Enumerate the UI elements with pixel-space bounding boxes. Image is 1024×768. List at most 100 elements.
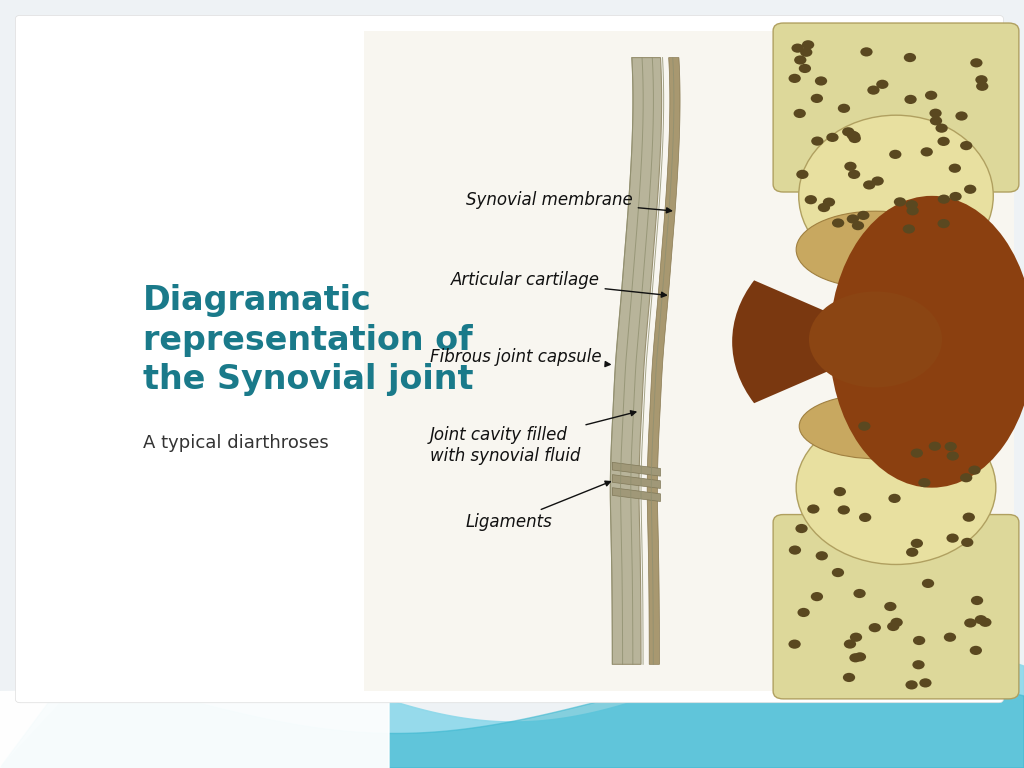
- Circle shape: [831, 568, 844, 578]
- Ellipse shape: [797, 211, 955, 288]
- Circle shape: [788, 545, 801, 554]
- Circle shape: [831, 218, 844, 227]
- Polygon shape: [610, 58, 662, 664]
- Circle shape: [844, 640, 856, 649]
- Circle shape: [838, 104, 850, 113]
- Circle shape: [912, 660, 925, 670]
- Ellipse shape: [829, 196, 1024, 488]
- Circle shape: [979, 617, 991, 627]
- Circle shape: [961, 473, 973, 482]
- Circle shape: [913, 636, 926, 645]
- Circle shape: [796, 524, 808, 533]
- Circle shape: [823, 197, 836, 207]
- Circle shape: [805, 195, 817, 204]
- Circle shape: [938, 194, 950, 204]
- Circle shape: [904, 53, 916, 62]
- Circle shape: [910, 449, 923, 458]
- Circle shape: [807, 505, 819, 514]
- Circle shape: [919, 478, 931, 487]
- Circle shape: [816, 551, 828, 561]
- Circle shape: [850, 633, 862, 642]
- Circle shape: [867, 85, 880, 94]
- Circle shape: [949, 192, 962, 201]
- Circle shape: [860, 48, 872, 57]
- Text: Articular cartilage: Articular cartilage: [451, 271, 667, 297]
- Circle shape: [889, 150, 901, 159]
- Circle shape: [944, 442, 956, 451]
- Circle shape: [834, 487, 846, 496]
- Circle shape: [887, 622, 899, 631]
- Circle shape: [903, 224, 915, 233]
- Circle shape: [946, 452, 958, 461]
- Circle shape: [788, 74, 801, 83]
- Circle shape: [849, 134, 861, 143]
- Circle shape: [962, 538, 974, 547]
- Circle shape: [798, 607, 810, 617]
- Circle shape: [848, 170, 860, 179]
- Text: Joint cavity filled
with synovial fluid: Joint cavity filled with synovial fluid: [430, 411, 636, 465]
- Ellipse shape: [797, 411, 995, 564]
- FancyBboxPatch shape: [364, 31, 1014, 691]
- Circle shape: [920, 678, 932, 687]
- Circle shape: [853, 589, 865, 598]
- Circle shape: [859, 513, 871, 522]
- Circle shape: [826, 133, 839, 142]
- FancyBboxPatch shape: [773, 515, 1019, 699]
- FancyBboxPatch shape: [15, 15, 1004, 703]
- Circle shape: [854, 652, 866, 661]
- Circle shape: [877, 80, 889, 89]
- Circle shape: [944, 633, 956, 642]
- Circle shape: [930, 116, 942, 125]
- Circle shape: [894, 197, 906, 207]
- Circle shape: [921, 147, 933, 157]
- Circle shape: [971, 596, 983, 605]
- Circle shape: [889, 494, 901, 503]
- Circle shape: [905, 200, 918, 210]
- Circle shape: [965, 618, 977, 627]
- Circle shape: [970, 646, 982, 655]
- Circle shape: [811, 592, 823, 601]
- Circle shape: [849, 653, 861, 662]
- Circle shape: [792, 44, 804, 53]
- Circle shape: [936, 124, 948, 133]
- Circle shape: [975, 75, 987, 84]
- Circle shape: [891, 617, 903, 627]
- Circle shape: [871, 177, 884, 186]
- Polygon shape: [612, 475, 660, 488]
- Circle shape: [971, 58, 983, 68]
- Circle shape: [815, 76, 827, 85]
- Circle shape: [955, 111, 968, 121]
- Circle shape: [961, 141, 973, 151]
- Circle shape: [858, 422, 870, 431]
- Ellipse shape: [809, 291, 942, 387]
- Circle shape: [847, 214, 859, 223]
- FancyBboxPatch shape: [773, 23, 1019, 192]
- Wedge shape: [732, 280, 896, 403]
- Circle shape: [906, 206, 919, 215]
- Circle shape: [868, 623, 881, 632]
- Circle shape: [842, 127, 854, 137]
- Circle shape: [975, 615, 987, 624]
- Circle shape: [910, 538, 923, 548]
- Polygon shape: [612, 462, 660, 476]
- Polygon shape: [612, 488, 660, 502]
- Circle shape: [884, 602, 896, 611]
- Circle shape: [799, 64, 811, 73]
- Circle shape: [794, 109, 806, 118]
- Circle shape: [788, 640, 801, 649]
- Circle shape: [922, 579, 934, 588]
- Circle shape: [925, 91, 937, 100]
- Circle shape: [948, 164, 961, 173]
- Text: Fibrous joint capsule: Fibrous joint capsule: [430, 348, 610, 366]
- Ellipse shape: [799, 115, 993, 276]
- Ellipse shape: [799, 394, 958, 459]
- Circle shape: [946, 534, 958, 543]
- Circle shape: [811, 137, 823, 146]
- Circle shape: [857, 210, 869, 220]
- Circle shape: [929, 442, 941, 451]
- Circle shape: [906, 548, 919, 557]
- Circle shape: [818, 203, 830, 212]
- Circle shape: [964, 184, 976, 194]
- Circle shape: [800, 48, 812, 57]
- Circle shape: [937, 137, 949, 146]
